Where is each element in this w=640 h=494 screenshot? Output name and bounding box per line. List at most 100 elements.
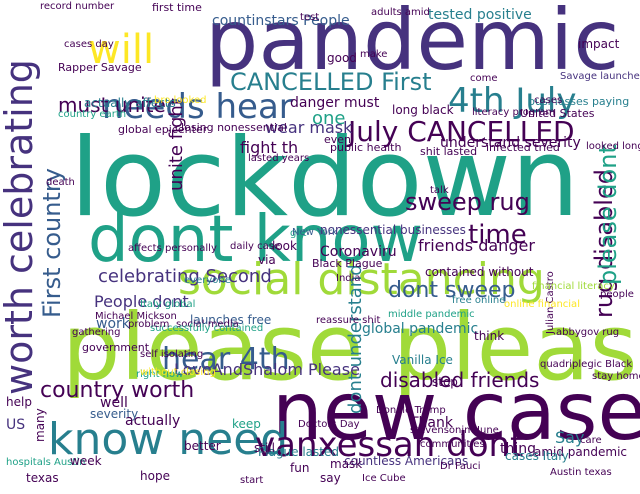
word-think: think (474, 329, 505, 343)
word-launches-free: launches free (190, 313, 272, 327)
word-adults-amid: adults amid (371, 7, 430, 18)
word-nonessential-businesses: nonessential businesses (320, 223, 466, 237)
word-vanilla-ice: Vanilla Ice (392, 353, 453, 367)
word-coronaviru: Coronaviru (320, 244, 397, 260)
word-reassure-shit: reassure shit (316, 315, 381, 326)
word-online-financial: online financial (504, 299, 580, 310)
word-gathering: gathering (72, 327, 121, 338)
word-financial-literacy: financial literacy (532, 281, 615, 292)
word-vanxessan-dont: vanxessan dont (255, 425, 524, 465)
word-government: government (82, 341, 150, 354)
word-social-distancing: social distancing (178, 254, 545, 305)
word-hear-4th: hear 4th (162, 342, 290, 377)
word-keep: keep (232, 417, 261, 431)
word-india: India (336, 273, 361, 284)
word-dr-fauci: Dr Fauci (440, 461, 481, 472)
word-death: death (46, 177, 75, 188)
word-talk: talk (430, 185, 449, 196)
word-understand-severity: understand severity (440, 135, 581, 151)
word-us: US (6, 417, 26, 433)
word-work: work (96, 316, 130, 332)
word-without-closing: without closing (140, 367, 216, 378)
word-austin-texas: Austin texas (550, 467, 612, 478)
word-country-earth: country earth (58, 109, 127, 120)
word-week: week (70, 454, 102, 468)
word-look: look (272, 239, 297, 253)
word-still: still (254, 441, 275, 455)
word-fun: fun (290, 461, 310, 475)
word-countinstars-people: countinstars People (212, 13, 350, 29)
word-impact: impact (578, 37, 620, 51)
word-needs-hear: needs hear (102, 87, 293, 127)
word-fight-th: fight th (240, 138, 299, 157)
word-good: good (327, 51, 357, 65)
word-savage-launches: Savage launches (560, 71, 640, 82)
word-united-states: United States (520, 107, 595, 120)
word-first-country: First country (38, 167, 66, 318)
word-successfully-contained: successfully contained (150, 323, 264, 334)
word-dont-know: dont know (88, 203, 423, 277)
word-better: better (184, 439, 221, 453)
word-please-please: please please (62, 294, 640, 401)
word-people-dont: People dont (94, 292, 189, 311)
word-right-now: right now (136, 369, 184, 380)
word-abbygov-rug: abbygov rug (556, 327, 620, 338)
word-middle-pandemic: middle pandemic (388, 309, 475, 320)
word-thank: Thank (410, 415, 453, 431)
word-bro-looked: bro looked (154, 95, 207, 106)
word-texas: texas (26, 471, 59, 485)
word-will: will (88, 27, 155, 73)
word-well: well (100, 395, 128, 411)
word-record-number: record number (40, 1, 115, 12)
word-start: start (240, 475, 264, 486)
word-say: Say (555, 428, 585, 447)
word-doctors-day: Doctors Day (298, 419, 360, 430)
word-dont-understand: dont understand (345, 263, 366, 414)
word-long-black: long black (392, 103, 454, 117)
word-thing: thing (500, 441, 537, 457)
word-actually-affects: actually affects (84, 96, 176, 110)
word-care: care (580, 435, 602, 446)
word-country-worth: country worth (40, 378, 195, 403)
word-affects-personally: affects personally (128, 243, 217, 254)
word-first-time: first time (152, 1, 202, 14)
word-mask: mask (330, 457, 363, 471)
word-cancelled-first: CANCELLED First (230, 68, 432, 96)
word-global-epicenter: global epicenter (118, 123, 208, 136)
word-michael-mickson: Michael Mickson (95, 311, 177, 322)
word-businesses-paying: businesses paying (528, 95, 630, 108)
word-infected-tried: infected tried (486, 141, 560, 154)
word-make: make (360, 49, 388, 60)
word-countless-americans: countless Americans (344, 454, 469, 468)
word-problem: problem (128, 319, 170, 330)
word-actually: actually (125, 413, 181, 429)
word-social-media: social media (176, 319, 239, 330)
word-contained-without: contained without (425, 265, 534, 279)
word-disabled-friends: disabled friends (380, 368, 540, 392)
word-pandemic: pandemic (205, 0, 620, 89)
word-stay-home: stay home (592, 371, 640, 382)
word-public-health: public health (330, 141, 402, 154)
word-closing-nonessential: closing nonessential (175, 121, 287, 134)
word-cases-day: cases day (64, 39, 114, 50)
word-know-need: know need (48, 414, 289, 465)
word-lasted-years: lasted years (248, 153, 310, 164)
word-must-unite: must unite (58, 93, 166, 117)
word-stevensonjm-june: stevensonjm June (410, 425, 499, 436)
word-worth-celebrating: worth celebrating (0, 59, 41, 396)
word-sweep-rug: sweep rug (405, 188, 530, 216)
word-unite-fight: unite fight (166, 97, 187, 191)
word-quadriplegic-black: quadriplegic Black (540, 359, 633, 370)
word-help: help (6, 395, 32, 409)
word-loveandshalom-please: LoveAndShalom Please (174, 360, 360, 379)
word-self-isolating: self isolating (140, 349, 204, 360)
word-severity: severity (90, 407, 139, 421)
word-black-plague: Black Plague (312, 257, 383, 270)
word-cases: cases (534, 95, 563, 106)
word-wear-mask: wear mask (265, 118, 353, 137)
word-hope: hope (140, 469, 170, 483)
word-people: people (600, 289, 634, 300)
word-time: time (468, 220, 527, 250)
word-cases-italy: cases Italy (505, 449, 569, 463)
word-one: one (312, 108, 346, 129)
